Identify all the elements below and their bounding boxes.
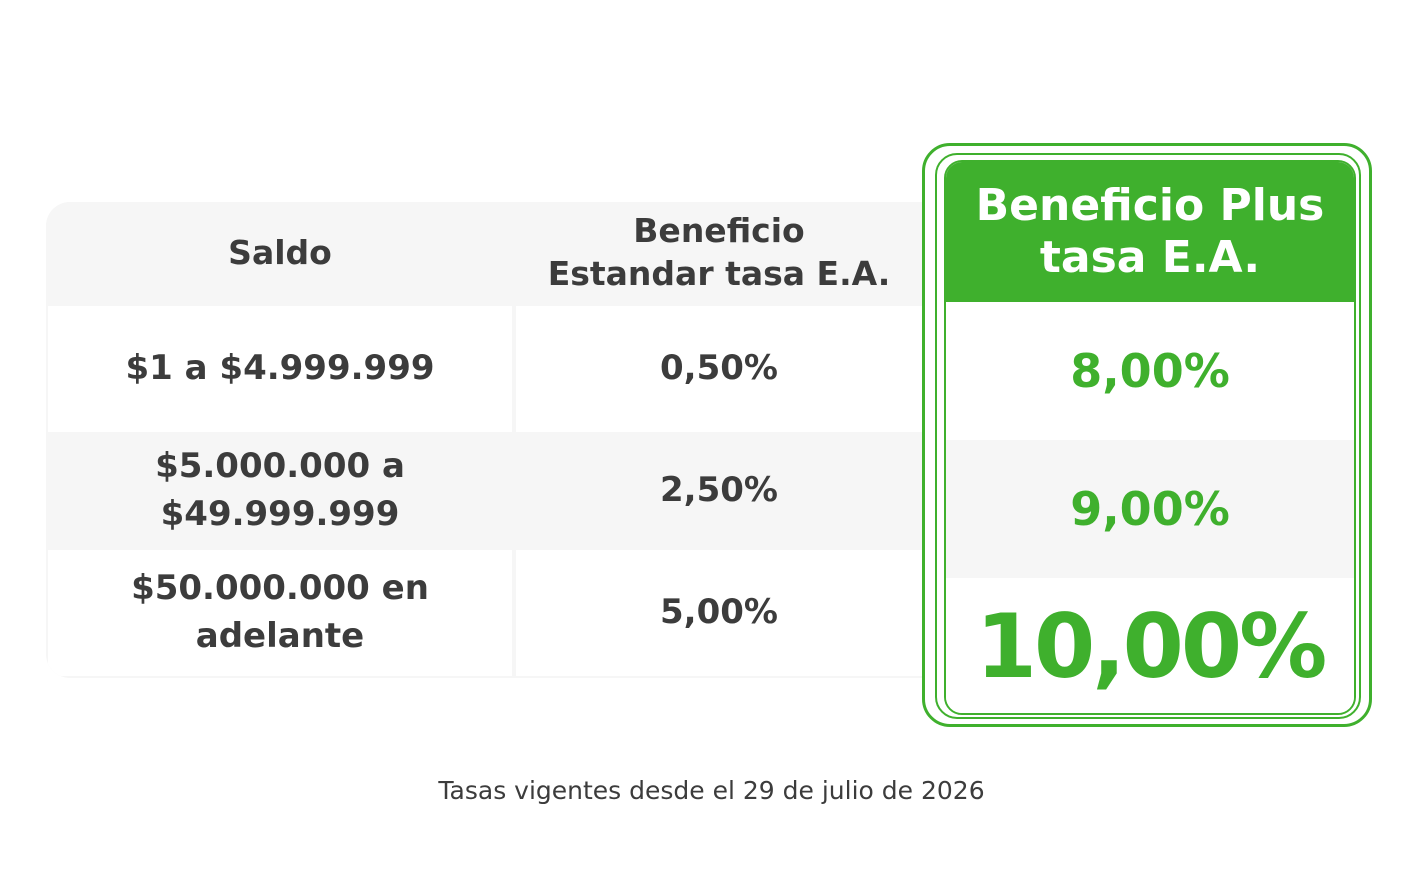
saldo-range-2-line1: $5.000.000 a bbox=[155, 446, 405, 487]
header-saldo-label: Saldo bbox=[228, 232, 332, 272]
saldo-range-3-line1: $50.000.000 en bbox=[131, 568, 429, 609]
standard-rate-3: 5,00% bbox=[660, 592, 778, 633]
standard-rate-2: 2,50% bbox=[660, 470, 778, 511]
plus-rate-1: 8,00% bbox=[1070, 344, 1230, 398]
header-standard-line1: Beneficio bbox=[633, 211, 805, 251]
saldo-range-3-line2: adelante bbox=[195, 616, 365, 656]
table-row-1-standard: 0,50% bbox=[516, 306, 922, 432]
table-row-2-standard: 2,50% bbox=[516, 434, 922, 548]
table-row-3-standard: 5,00% bbox=[516, 550, 922, 676]
plus-rate-row-1: 8,00% bbox=[946, 302, 1354, 440]
plus-rate-row-2: 9,00% bbox=[946, 440, 1354, 578]
standard-rates-table: Saldo Beneficio Estandar tasa E.A. $1 a … bbox=[46, 202, 946, 678]
header-standard-rate: Beneficio Estandar tasa E.A. bbox=[516, 202, 922, 304]
plus-rate-row-3: 10,00% bbox=[946, 578, 1354, 713]
saldo-range-2-line2: $49.999.999 bbox=[160, 494, 400, 534]
plus-card-middle-border bbox=[935, 153, 1361, 719]
table-row-1-saldo: $1 a $4.999.999 bbox=[48, 306, 512, 432]
plus-card-header: Beneficio Plus tasa E.A. bbox=[946, 162, 1354, 302]
plus-rate-3: 10,00% bbox=[975, 595, 1328, 698]
saldo-range-1: $1 a $4.999.999 bbox=[125, 348, 435, 389]
table-header-row: Saldo Beneficio Estandar tasa E.A. bbox=[46, 202, 946, 306]
plus-rates-card: Beneficio Plus tasa E.A. 8,00% 9,00% 10,… bbox=[944, 160, 1356, 715]
header-standard-line2: Estandar tasa E.A. bbox=[547, 254, 891, 293]
table-row-3-saldo: $50.000.000 en adelante bbox=[48, 550, 512, 676]
header-saldo: Saldo bbox=[48, 202, 512, 304]
plus-header-line1: Beneficio Plus bbox=[975, 180, 1325, 232]
table-row-2-saldo: $5.000.000 a $49.999.999 bbox=[48, 434, 512, 548]
rates-validity-note: Tasas vigentes desde el 29 de julio de 2… bbox=[438, 776, 985, 805]
plus-header-line2: tasa E.A. bbox=[1039, 232, 1261, 283]
plus-rate-2: 9,00% bbox=[1070, 482, 1230, 536]
standard-rate-1: 0,50% bbox=[660, 348, 778, 389]
